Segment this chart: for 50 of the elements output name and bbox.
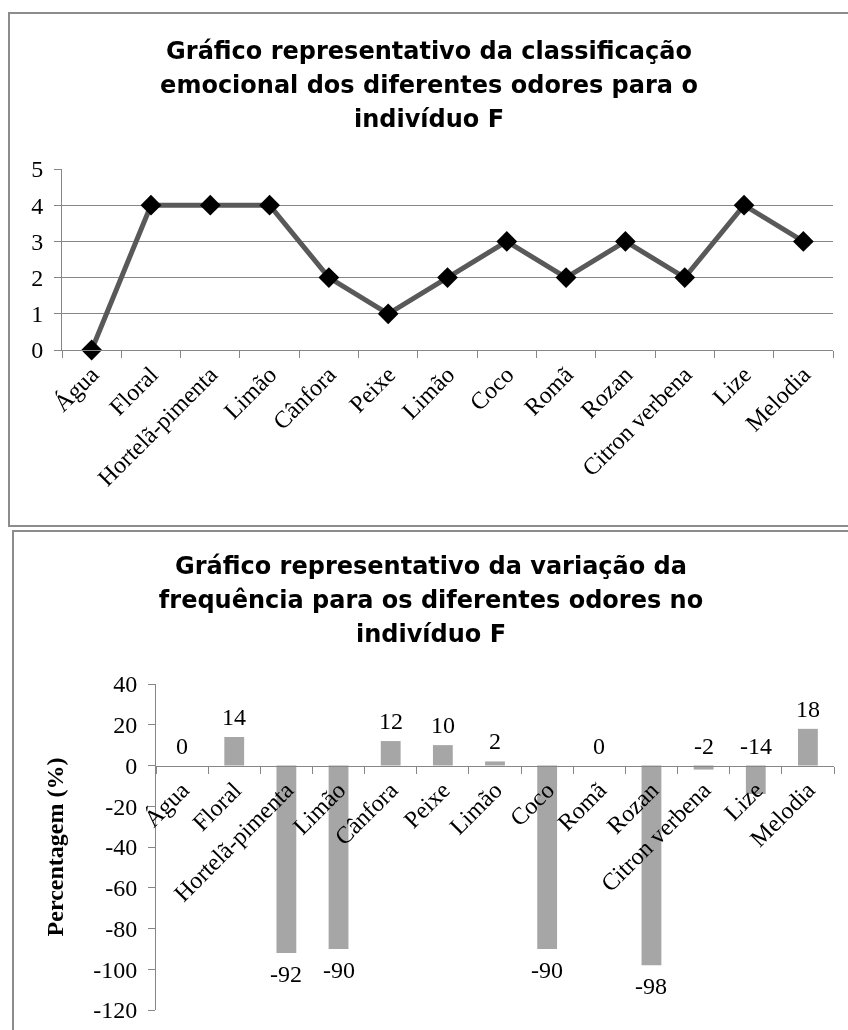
y-tick-label: 3 — [31, 228, 44, 255]
point — [496, 231, 518, 252]
data-label: -90 — [531, 957, 563, 983]
y-tick-label: -60 — [105, 875, 138, 902]
point — [259, 194, 280, 216]
point — [674, 267, 696, 288]
bar — [380, 741, 401, 766]
data-label: 2 — [489, 728, 501, 754]
y-tick-label: 5 — [31, 156, 44, 183]
point — [437, 267, 458, 288]
point — [318, 267, 340, 288]
y-tick-label: 0 — [125, 752, 138, 779]
y-tick-label: 20 — [113, 712, 138, 739]
y-tick-label: 4 — [31, 192, 44, 219]
chart-title: Gráfico representativo da classificação emocional dos diferentes odores para o indivíduo F — [159, 36, 699, 135]
bar — [485, 761, 505, 766]
y-tick-label: 2 — [31, 265, 44, 291]
y-tick-label: -100 — [93, 956, 138, 983]
data-label: -92 — [270, 961, 302, 987]
y-tick-label: 0 — [31, 337, 44, 364]
chart-title: Gráfico representativo da variação da frequência para os diferentes odores no indivíduo F — [157, 551, 705, 650]
y-tick-label: -80 — [105, 915, 138, 942]
point — [792, 231, 814, 252]
y-tick-label: 40 — [113, 671, 138, 698]
y-axis-title: Percentagem (%) — [42, 757, 69, 937]
data-label: 0 — [593, 733, 605, 759]
point — [140, 194, 162, 216]
y-tick-label: -120 — [93, 997, 138, 1024]
data-label: -90 — [323, 957, 355, 983]
point — [733, 194, 755, 216]
bar — [224, 736, 245, 766]
data-label: -14 — [740, 733, 772, 759]
bar — [798, 728, 818, 766]
data-label: 0 — [176, 733, 188, 759]
point — [555, 267, 577, 288]
point — [81, 339, 103, 361]
y-tick-label: -20 — [105, 793, 138, 820]
point — [199, 194, 221, 216]
data-label: -98 — [635, 973, 667, 999]
point — [377, 303, 399, 325]
data-label: 12 — [379, 708, 403, 734]
data-label: 14 — [222, 704, 246, 730]
data-label: 10 — [431, 712, 455, 738]
point — [615, 231, 636, 252]
y-tick-label: -40 — [105, 834, 138, 861]
data-label: 18 — [796, 696, 820, 722]
data-label: -2 — [694, 733, 714, 759]
x-tick-label: Coco — [464, 361, 519, 416]
y-tick-label: 1 — [31, 301, 44, 328]
bar — [432, 745, 453, 766]
